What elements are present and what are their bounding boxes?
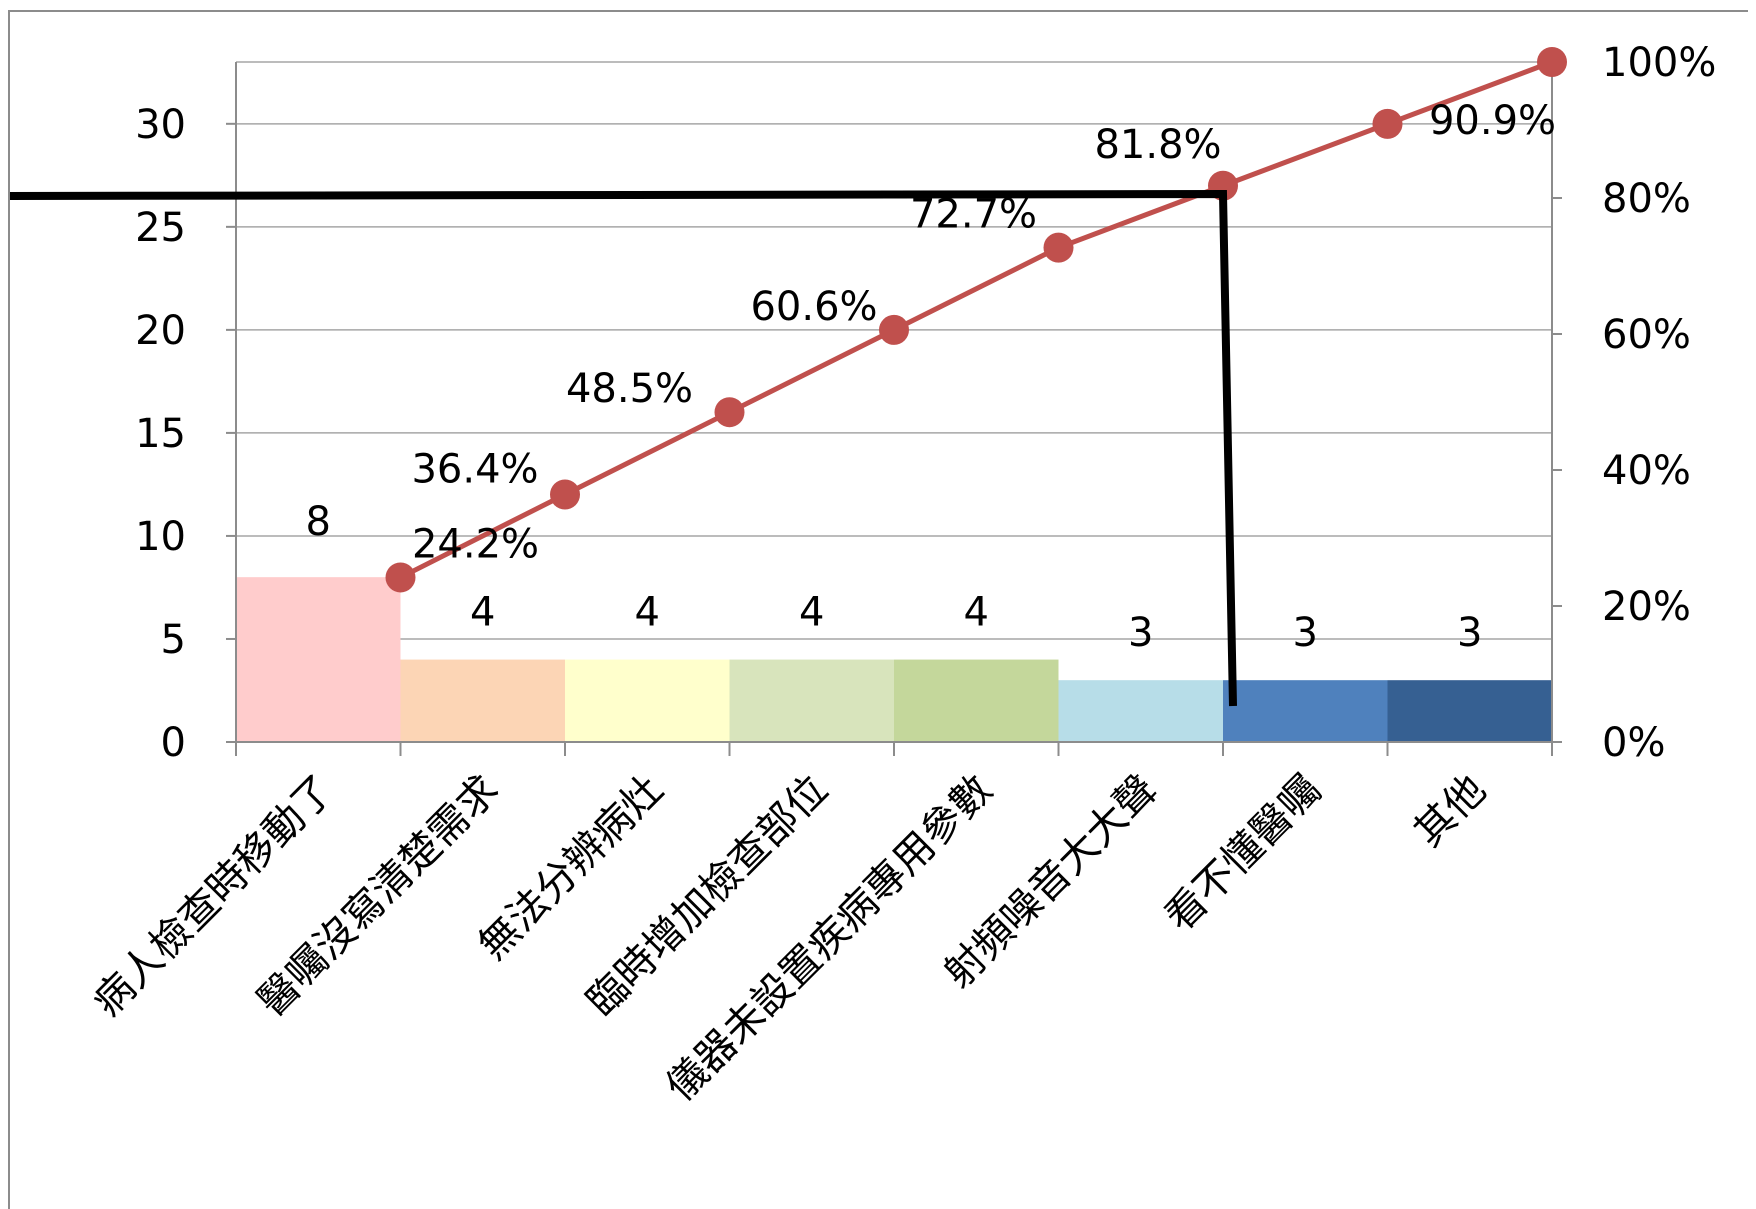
bar-value-label: 3	[1293, 610, 1318, 656]
axes	[226, 61, 1562, 756]
bar	[1058, 680, 1223, 742]
cumulative-label: 24.2%	[412, 521, 539, 567]
bar	[236, 577, 401, 742]
cumulative-point	[714, 397, 745, 428]
category-labels: 病人檢查時移動了醫囑沒寫清楚需求無法分辨病灶臨時增加檢查部位儀器未設置疾病專用參…	[85, 767, 1495, 1111]
cumulative-polyline	[399, 59, 1553, 580]
cumulative-point	[550, 479, 580, 510]
left-tick-label: 15	[135, 411, 186, 457]
bar-value-label: 4	[635, 590, 660, 636]
bar-value-label: 8	[306, 499, 331, 545]
right-tick-label: 0%	[1602, 720, 1665, 766]
cumulative-point	[1372, 108, 1403, 139]
pareto-80-line	[9, 189, 1237, 707]
cumulative-label: 60.6%	[750, 284, 877, 330]
left-tick-label: 30	[135, 102, 186, 148]
bar-value-label: 3	[1457, 610, 1482, 656]
bar	[1387, 680, 1552, 742]
left-tick-label: 25	[135, 205, 186, 251]
right-tick-label: 80%	[1602, 176, 1691, 222]
cumulative-point	[879, 314, 909, 345]
category-label: 其他	[1406, 767, 1495, 856]
bar	[400, 659, 565, 742]
right-tick-label: 40%	[1602, 448, 1691, 494]
right-tick-label: 60%	[1602, 312, 1691, 358]
left-tick-label: 0	[161, 720, 186, 766]
cumulative-point	[1043, 232, 1074, 263]
bar	[1223, 680, 1388, 742]
right-axis-ticks: 0% 20% 40% 60% 80% 100%	[1602, 40, 1716, 766]
bar-value-label: 4	[799, 590, 824, 636]
bars	[236, 577, 1552, 742]
cumulative-line: 24.2% 36.4% 48.5% 60.6% 72.7% 81.8% 90.9%	[385, 47, 1567, 593]
bar	[729, 659, 894, 742]
cumulative-label: 48.5%	[566, 366, 693, 412]
right-tick-label: 100%	[1602, 40, 1716, 86]
gridlines	[236, 61, 1552, 640]
cumulative-point	[385, 562, 416, 593]
category-label: 看不懂醫囑	[1156, 767, 1330, 941]
cumulative-point	[1537, 47, 1567, 77]
reference-line	[9, 189, 1237, 707]
bar-value-label: 3	[1128, 610, 1153, 656]
cumulative-label: 36.4%	[411, 446, 538, 492]
bar	[894, 659, 1059, 742]
left-axis-ticks: 0 5 10 15 20 25 30	[135, 102, 186, 766]
bar-value-labels: 8 4 4 4 4 3 3 3	[306, 499, 1483, 656]
bar-value-label: 4	[964, 590, 989, 636]
cumulative-label: 90.9%	[1429, 98, 1556, 144]
bar-value-label: 4	[470, 590, 495, 636]
left-tick-label: 20	[135, 308, 186, 354]
category-label: 儀器未設置疾病專用參數	[658, 767, 1002, 1111]
bar	[565, 659, 730, 742]
cumulative-label: 81.8%	[1094, 122, 1221, 168]
right-tick-label: 20%	[1602, 584, 1691, 630]
left-tick-label: 5	[161, 617, 186, 663]
cumulative-label: 72.7%	[910, 192, 1037, 238]
left-tick-label: 10	[135, 514, 186, 560]
